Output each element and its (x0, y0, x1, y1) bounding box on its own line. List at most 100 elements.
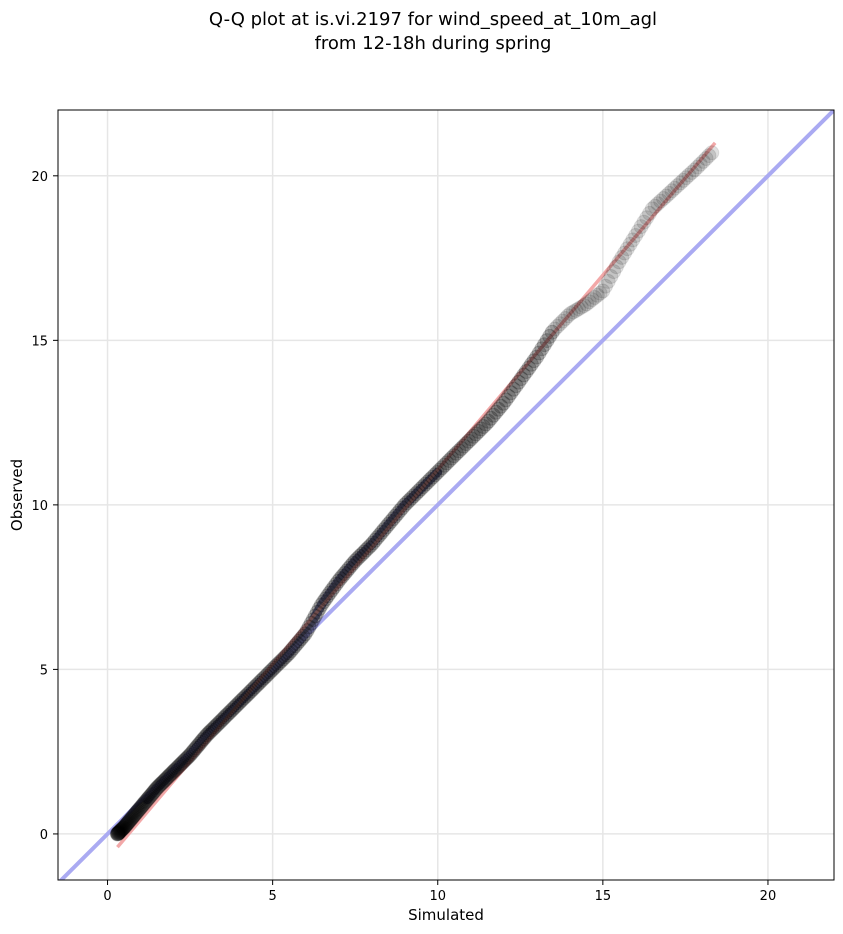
scatter-point (695, 153, 711, 169)
scatter-point (399, 495, 415, 511)
scatter-point (256, 670, 272, 686)
scatter-point (175, 755, 190, 771)
scatter-point (466, 428, 481, 444)
scatter-point (653, 193, 669, 209)
scatter-point (513, 371, 529, 387)
scatter-point (687, 162, 703, 178)
scatter-point (354, 546, 370, 562)
y-tick-label: 15 (31, 334, 48, 349)
y-tick-label: 10 (31, 499, 48, 514)
scatter-point (155, 774, 171, 790)
scatter-point (644, 201, 660, 217)
x-axis-label: Simulated (408, 906, 484, 924)
scatter-point (339, 563, 355, 579)
scatter-point (110, 826, 126, 842)
data-points (109, 145, 720, 842)
scatter-point (630, 223, 646, 239)
scatter-point (236, 690, 252, 706)
scatter-point (614, 249, 630, 265)
scatter-point (214, 712, 230, 728)
scatter-point (478, 416, 494, 432)
scatter-point (456, 438, 472, 454)
scatter-point (114, 821, 130, 837)
scatter-point (182, 747, 198, 763)
scatter-point (358, 542, 374, 558)
y-tick-label: 5 (40, 663, 48, 678)
scatter-point (131, 802, 147, 818)
scatter-point (117, 818, 133, 834)
scatter-point (197, 729, 213, 745)
scatter-point (508, 378, 524, 394)
scatter-point (403, 490, 419, 506)
y-axis-label: Observed (8, 459, 26, 531)
scatter-point (625, 232, 641, 248)
scatter-point (138, 793, 154, 809)
scatter-point (441, 453, 457, 468)
scatter-point (448, 445, 464, 461)
scatter-point (224, 702, 240, 718)
scatter-point (608, 259, 624, 275)
scatter-point (568, 302, 584, 318)
scatter-point (233, 693, 249, 709)
scatter-point (332, 571, 348, 587)
scatter-point (595, 283, 611, 299)
scatter-point (165, 764, 181, 780)
scatter-point (560, 308, 576, 324)
scatter-point (425, 469, 440, 485)
scatter-point (642, 205, 657, 221)
scatter-point (217, 709, 233, 725)
scatter-point (451, 443, 467, 459)
scatter-point (272, 655, 287, 671)
scatter-point (148, 782, 164, 798)
scatter-point (592, 285, 608, 301)
scatter-point (573, 299, 589, 315)
scatter-point (672, 175, 688, 191)
scatter-point (111, 825, 127, 841)
scatter-point (555, 313, 571, 329)
scatter-point (692, 156, 708, 172)
scatter-point (701, 148, 717, 164)
scatter-point (526, 353, 542, 369)
scatter-point (406, 488, 422, 504)
scatter-point (361, 540, 376, 556)
scatter-point (439, 455, 455, 471)
scatter-point (130, 803, 146, 819)
scatter-point (212, 714, 228, 730)
scatter-point (485, 407, 501, 423)
scatter-point (262, 664, 278, 680)
scatter-point (249, 677, 265, 693)
scatter-point (698, 151, 714, 166)
scatter-point (176, 753, 192, 769)
scatter-point (488, 404, 504, 420)
grid-lines (58, 110, 834, 880)
scatter-point (301, 619, 317, 635)
scatter-point (468, 426, 484, 442)
scatter-point (145, 785, 161, 800)
scatter-point (291, 633, 307, 649)
scatter-point (518, 364, 534, 379)
scatter-point (221, 705, 236, 721)
scatter-point (270, 657, 285, 672)
scatter-point (242, 684, 258, 700)
scatter-point (495, 395, 511, 411)
scatter-point (113, 823, 129, 839)
scatter-point (240, 686, 256, 702)
scatter-point (121, 813, 137, 829)
scatter-point (356, 544, 372, 560)
scatter-point (633, 219, 649, 235)
scatter-point (473, 421, 489, 437)
scatter-point (112, 823, 128, 839)
scatter-point (600, 273, 616, 289)
scatter-point (587, 290, 603, 305)
scatter-point (539, 333, 555, 349)
x-tick-label: 15 (595, 889, 612, 904)
scatter-point (413, 481, 429, 497)
scatter-point (139, 792, 155, 807)
scatter-point (542, 328, 558, 344)
scatter-point (565, 304, 581, 320)
scatter-point (201, 725, 216, 741)
scatter-point (529, 349, 545, 365)
scatter-point (111, 824, 127, 840)
scatter-point (461, 433, 477, 449)
